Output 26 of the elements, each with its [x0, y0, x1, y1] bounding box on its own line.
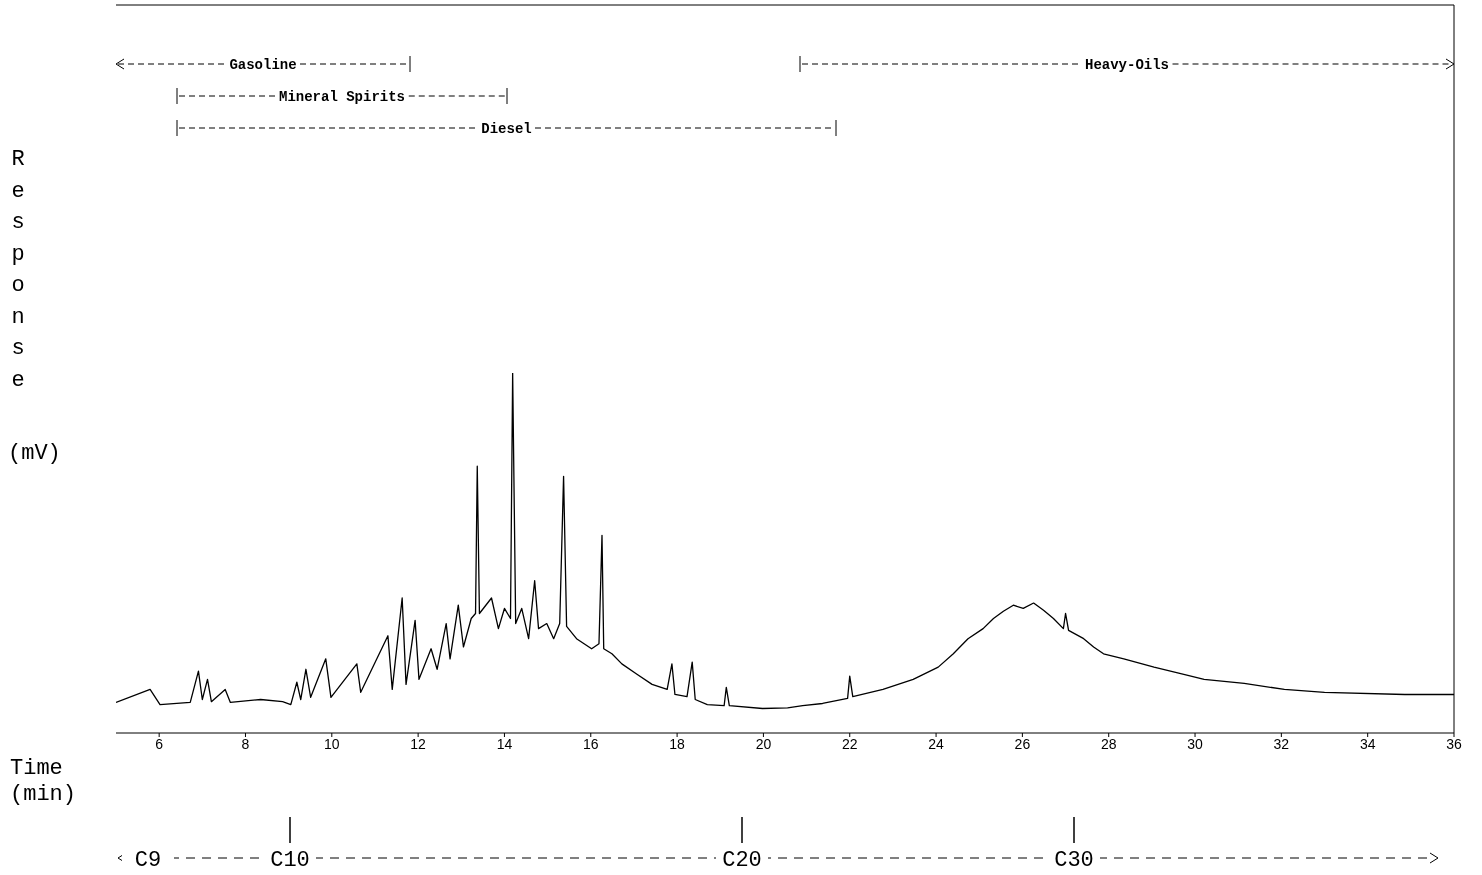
x-tick-label: 36: [1446, 735, 1462, 752]
x-axis-title: Time (min): [10, 756, 77, 807]
x-tick-label: 6: [155, 735, 164, 752]
text: C20: [722, 848, 762, 873]
x-tick-label: 28: [1100, 735, 1117, 752]
x-tick-label: 32: [1273, 735, 1290, 752]
x-tick-label: 26: [1014, 735, 1031, 752]
x-tick-label: 20: [755, 735, 772, 752]
text: C10: [270, 848, 310, 873]
x-tick-label: 22: [841, 735, 858, 752]
x-tick-label: 8: [241, 735, 250, 752]
text: C30: [1054, 848, 1094, 873]
x-tick-label: 16: [582, 735, 599, 752]
text: Heavy-Oils: [1084, 57, 1170, 73]
text: Diesel: [481, 121, 532, 137]
text: C9: [134, 848, 162, 873]
x-tick-label: 18: [669, 735, 686, 752]
text: Mineral Spirits: [278, 89, 406, 105]
text: Gasoline: [229, 57, 297, 73]
x-tick-label: 34: [1359, 735, 1376, 752]
x-tick-label: 12: [410, 735, 427, 752]
text: Response (mV): [8, 147, 61, 466]
x-tick-label: 30: [1187, 735, 1204, 752]
x-tick-label: 14: [496, 735, 513, 752]
x-tick-label: 10: [324, 735, 340, 752]
x-tick-label: 24: [928, 735, 945, 752]
